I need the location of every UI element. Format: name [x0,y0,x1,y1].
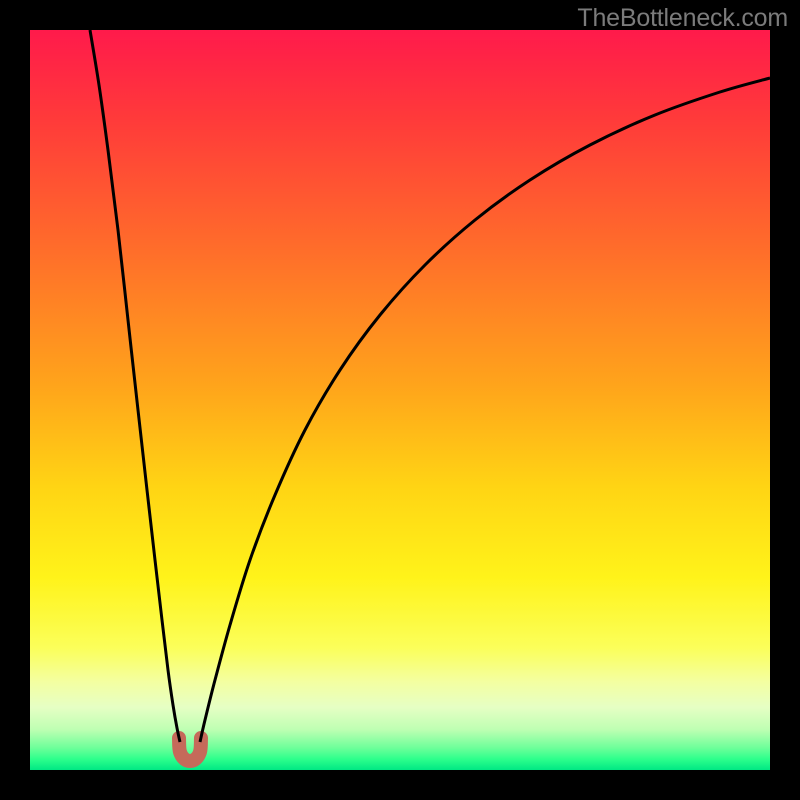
watermark-label: TheBottleneck.com [577,4,788,33]
bottleneck-chart [0,0,800,800]
chart-container: TheBottleneck.com [0,0,800,800]
plot-background [30,30,770,770]
